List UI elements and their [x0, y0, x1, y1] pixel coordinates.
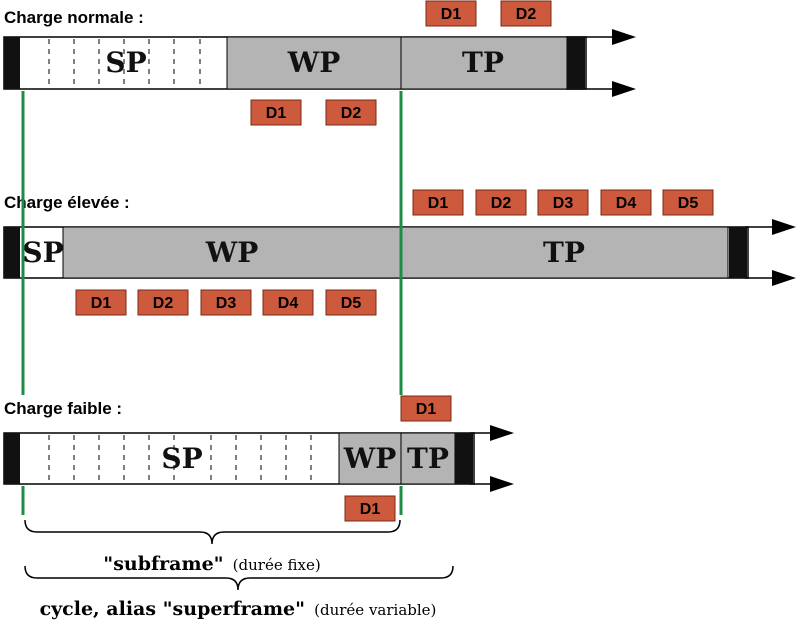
- svg-text:D3: D3: [216, 295, 237, 312]
- packet-box: D1: [344, 495, 396, 522]
- packet-box: D5: [325, 289, 377, 316]
- packet-box: D1: [412, 189, 464, 216]
- subframe-caption: "subframe" (durée fixe): [103, 553, 320, 575]
- svg-text:D3: D3: [553, 195, 574, 212]
- scenario-high-title: Charge élevée :: [4, 193, 130, 212]
- arrow-head: [772, 270, 796, 286]
- svg-text:D2: D2: [153, 295, 174, 312]
- superframe-caption: cycle, alias "superframe" (durée variabl…: [40, 598, 437, 620]
- frame-end-marker: [567, 37, 585, 89]
- scenario-normal: Charge normale : SP WP TP D1 D2: [3, 0, 636, 126]
- packet-box: D2: [325, 99, 377, 126]
- arrow-head: [772, 219, 796, 235]
- frame-end-marker: [729, 227, 747, 278]
- svg-text:D4: D4: [616, 195, 637, 212]
- svg-text:D1: D1: [428, 195, 449, 212]
- sp-label: SP: [105, 46, 146, 79]
- wp-label: WP: [205, 236, 259, 269]
- svg-text:D1: D1: [360, 501, 381, 518]
- svg-text:D5: D5: [678, 195, 699, 212]
- packet-box: D1: [75, 289, 127, 316]
- packet-box: D1: [425, 0, 477, 27]
- packet-box: D5: [662, 189, 714, 216]
- tp-segment: [400, 36, 568, 90]
- sp-slot-dividers: [48, 39, 201, 87]
- tp-segment: [400, 226, 729, 279]
- packet-box: D1: [400, 395, 452, 422]
- frame-start-marker: [4, 227, 20, 278]
- arrow-head: [490, 425, 514, 441]
- scenario-low: Charge faible : SP WP TP D1 D1: [3, 395, 514, 522]
- superframe-brace: [24, 565, 454, 591]
- packet-box: D2: [500, 0, 552, 27]
- svg-text:D4: D4: [278, 295, 299, 312]
- svg-text:D1: D1: [416, 401, 437, 418]
- wp-segment: [226, 36, 402, 90]
- arrow-head: [612, 29, 636, 45]
- frame-start-marker: [4, 37, 20, 89]
- packet-box: D4: [262, 289, 314, 316]
- scenario-high: Charge élevée : SP WP TP D1 D2 D3 D4: [3, 189, 796, 316]
- tp-label: TP: [543, 236, 585, 269]
- sp-slot-dividers: [48, 435, 312, 482]
- packet-box: D1: [250, 99, 302, 126]
- svg-text:D1: D1: [266, 105, 287, 122]
- wp-label: WP: [343, 442, 397, 475]
- packet-box: D4: [600, 189, 652, 216]
- arrow-head: [490, 476, 514, 492]
- packet-box: D3: [200, 289, 252, 316]
- svg-text:D2: D2: [341, 105, 362, 122]
- svg-text:D1: D1: [91, 295, 112, 312]
- subframe-guide-lines: [21, 91, 403, 515]
- arrow-head: [612, 81, 636, 97]
- svg-text:D2: D2: [491, 195, 512, 212]
- svg-text:D1: D1: [441, 6, 462, 23]
- tp-label: TP: [407, 442, 449, 475]
- scenario-normal-title: Charge normale :: [4, 8, 144, 27]
- packet-box: D3: [537, 189, 589, 216]
- sp-label: SP: [161, 442, 202, 475]
- tp-label: TP: [462, 46, 504, 79]
- sp-label: SP: [22, 236, 63, 269]
- packet-box: D2: [475, 189, 527, 216]
- subframe-brace: [24, 519, 401, 545]
- scenario-low-title: Charge faible :: [4, 399, 122, 418]
- svg-text:D5: D5: [341, 295, 362, 312]
- packet-box: D2: [137, 289, 189, 316]
- frame-end-marker: [455, 433, 473, 484]
- frame-start-marker: [4, 433, 20, 484]
- svg-text:D2: D2: [516, 6, 537, 23]
- wp-label: WP: [287, 46, 341, 79]
